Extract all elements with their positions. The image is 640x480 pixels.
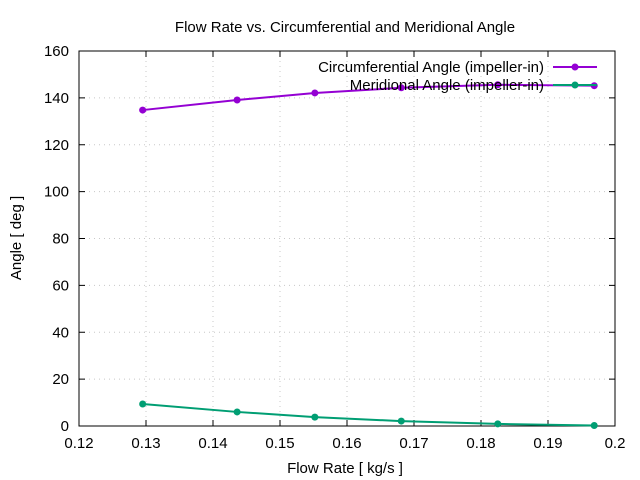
data-point [311, 413, 319, 421]
y-tick-label: 0 [61, 418, 69, 435]
data-point [233, 408, 241, 416]
legend-label: Circumferential Angle (impeller-in) [318, 59, 544, 76]
x-tick-label: 0.16 [332, 435, 361, 452]
y-tick-label: 120 [44, 137, 69, 154]
data-point [311, 89, 319, 97]
series-group [139, 81, 598, 430]
grid [79, 51, 615, 426]
legend-marker [571, 81, 579, 89]
series-line-2 [142, 402, 595, 427]
x-axis-title: Flow Rate [ kg/s ] [287, 460, 403, 477]
data-point [139, 400, 147, 408]
y-tick-label: 160 [44, 43, 69, 60]
data-point [233, 96, 241, 104]
x-tick-label: 0.17 [399, 435, 428, 452]
legend: Circumferential Angle (impeller-in)Merid… [318, 59, 597, 94]
x-tick-label: 0.12 [64, 435, 93, 452]
y-tick-label: 40 [52, 324, 69, 341]
data-point [494, 81, 502, 89]
data-point [494, 420, 502, 428]
x-tick-label: 0.19 [533, 435, 562, 452]
y-tick-label: 100 [44, 184, 69, 201]
x-tick-label: 0.18 [466, 435, 495, 452]
series-line-1 [142, 83, 595, 112]
data-point [590, 422, 598, 430]
data-point [139, 106, 147, 114]
legend-label: Meridional Angle (impeller-in) [350, 77, 544, 94]
y-tick-label: 20 [52, 371, 69, 388]
legend-marker [571, 63, 579, 71]
y-tick-label: 140 [44, 90, 69, 107]
data-point [397, 84, 405, 92]
x-tick-label: 0.13 [131, 435, 160, 452]
x-tick-label: 0.15 [265, 435, 294, 452]
axis-ticks: 0.12 0.13 0.14 0.15 0.16 0.17 0.18 0.19 0.2 0 20 40… [44, 43, 625, 452]
y-tick-label: 80 [52, 231, 69, 248]
chart-title: Flow Rate vs. Circumferential and Meridi… [175, 19, 515, 36]
y-tick-label: 60 [52, 277, 69, 294]
x-tick-label: 0.14 [198, 435, 227, 452]
x-tick-label: 0.2 [605, 435, 626, 452]
y-axis-title: Angle [ deg ] [8, 196, 25, 280]
data-point [397, 417, 405, 425]
